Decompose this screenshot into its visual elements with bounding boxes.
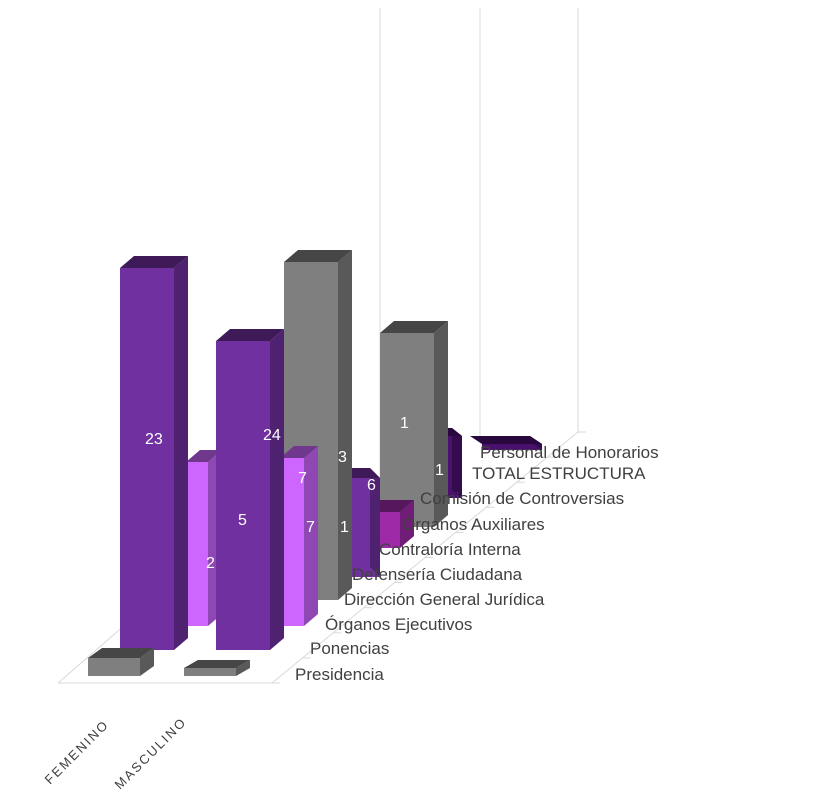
bar [120, 256, 188, 650]
bar-top-face [186, 450, 222, 462]
bar-top-face [280, 446, 318, 458]
bar-side-face [270, 329, 284, 650]
data-label: 1 [435, 462, 444, 479]
bar-top-face [120, 256, 188, 268]
data-label: 6 [367, 477, 376, 494]
bar-side-face [434, 321, 448, 527]
bar-top-face [184, 660, 250, 668]
data-label: 23 [145, 431, 163, 448]
bar-front-face [120, 268, 174, 650]
data-label: 7 [306, 519, 315, 536]
category-axis-label: FEMENINO [42, 717, 112, 787]
bar [380, 321, 448, 527]
bar-side-face [400, 500, 414, 548]
depth-axis-labels: Presidencia Ponencias Órganos Ejecutivos Di… [295, 443, 659, 684]
depth-axis-label: Presidencia [295, 665, 384, 684]
bar [184, 660, 250, 676]
data-label: 1 [340, 519, 349, 536]
bar-top-face [380, 321, 448, 333]
bar [340, 468, 380, 577]
bar-front-face [380, 333, 434, 527]
data-label: 24 [263, 427, 281, 444]
bar-side-face [370, 468, 380, 577]
depth-axis-label: Órganos Ejecutivos [325, 615, 472, 634]
bar-front-face [184, 668, 236, 676]
bar-side-face [304, 446, 318, 626]
bar [470, 436, 542, 450]
data-label: 5 [238, 512, 247, 529]
bar [88, 648, 154, 676]
depth-axis-label: Contraloría Interna [379, 540, 521, 559]
bar-front-face [186, 462, 208, 626]
bar-side-face [452, 428, 462, 498]
bar-front-face [482, 444, 542, 450]
depth-axis-label: Comisión de Controversias [420, 489, 624, 508]
bar-side-face [338, 250, 352, 600]
depth-axis-label: Ponencias [310, 639, 389, 658]
data-label: 7 [298, 470, 307, 487]
depth-axis-label: Dirección General Jurídica [344, 590, 545, 609]
depth-axis-label: TOTAL ESTRUCTURA [472, 464, 646, 483]
data-label: 2 [206, 555, 215, 572]
data-label: 1 [400, 415, 409, 432]
category-axis-labels: FEMENINO MASCULINO [42, 714, 190, 792]
bar-top-face [216, 329, 284, 341]
depth-axis-label: Personal de Honorarios [480, 443, 659, 462]
bar-top-face [88, 648, 154, 658]
depth-axis-label: Defensería Ciudadana [352, 565, 523, 584]
bar-top-face [470, 436, 542, 444]
bar-side-face [140, 648, 154, 676]
data-label: 3 [338, 449, 347, 466]
bar-side-face [236, 660, 250, 676]
bar-side-face [174, 256, 188, 650]
bar-top-face [284, 250, 352, 262]
bars [88, 250, 542, 676]
depth-axis-label: Órganos Auxiliares [402, 515, 545, 534]
bar-front-face [88, 658, 140, 676]
bar [216, 329, 284, 650]
category-axis-label: MASCULINO [112, 714, 190, 792]
bar [438, 428, 462, 498]
data-labels: 23 2 24 5 7 7 3 6 1 1 1 [145, 415, 444, 572]
bar-front-face [216, 341, 270, 650]
depth-axis-ticks [272, 431, 586, 684]
